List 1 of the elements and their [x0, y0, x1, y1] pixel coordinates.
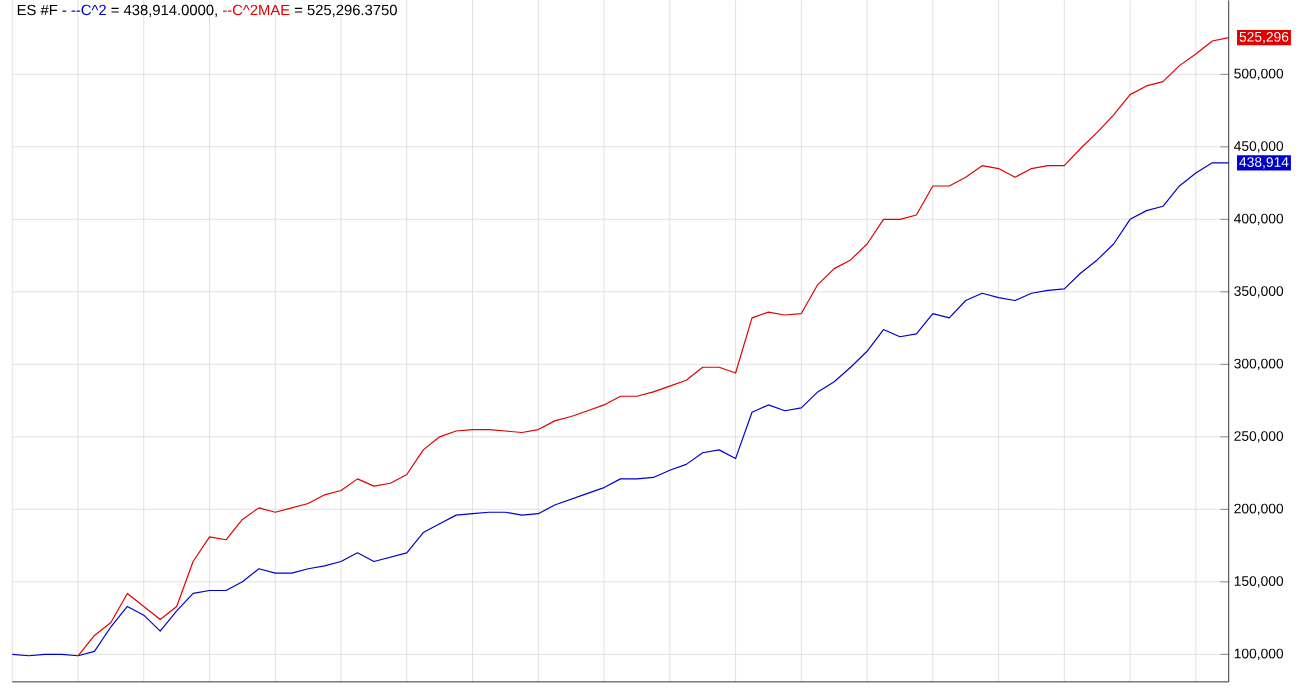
- line-series: [77, 37, 1230, 657]
